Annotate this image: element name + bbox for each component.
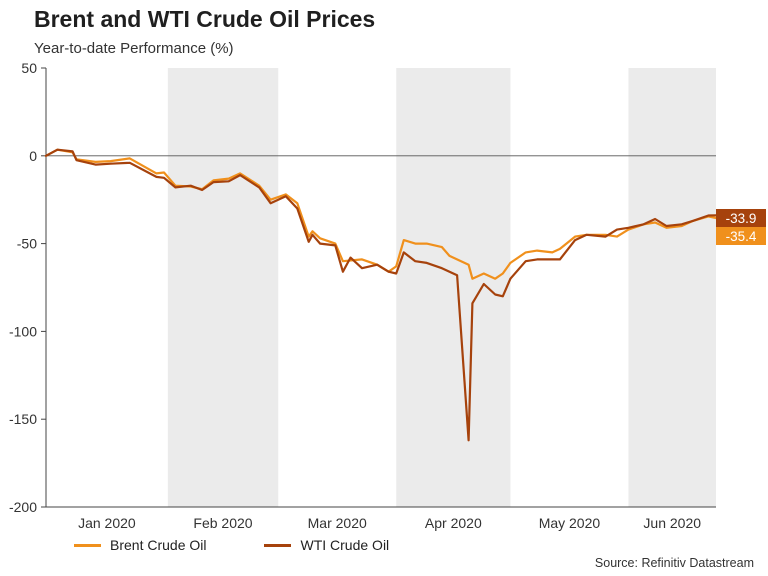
legend-swatch-wti xyxy=(264,543,292,547)
x-tick-label: Apr 2020 xyxy=(425,515,482,531)
legend-item-wti: WTI Crude Oil xyxy=(264,537,389,553)
legend: Brent Crude Oil WTI Crude Oil xyxy=(74,537,389,553)
y-tick-label: 0 xyxy=(29,148,37,164)
end-label-brent: -35.4 xyxy=(726,229,757,244)
series-line-brent xyxy=(44,148,718,280)
end-label-brent-box xyxy=(716,227,766,245)
x-tick-label: Jun 2020 xyxy=(643,515,701,531)
series-line-wti xyxy=(44,148,718,442)
shaded-band-apr-2020 xyxy=(396,68,511,507)
chart-subtitle: Year-to-date Performance (%) xyxy=(34,40,234,57)
legend-label-wti: WTI Crude Oil xyxy=(300,537,390,553)
chart-title: Brent and WTI Crude Oil Prices xyxy=(34,6,376,32)
shaded-band-jun-2020 xyxy=(628,68,716,507)
shaded-band-feb-2020 xyxy=(167,68,279,507)
y-tick-label: 50 xyxy=(21,60,37,76)
x-tick-label: Jan 2020 xyxy=(78,515,136,531)
end-label-wti: -33.9 xyxy=(726,211,757,226)
y-tick-label: -100 xyxy=(9,323,37,339)
x-tick-label: Feb 2020 xyxy=(193,515,252,531)
source-note: Source: Refinitiv Datastream xyxy=(594,556,754,570)
y-tick-label: -50 xyxy=(17,236,37,252)
x-tick-label: Mar 2020 xyxy=(308,515,367,531)
end-label-wti-box xyxy=(716,209,766,227)
legend-item-brent: Brent Crude Oil xyxy=(74,537,206,553)
legend-label-brent: Brent Crude Oil xyxy=(110,537,207,553)
y-tick-label: -200 xyxy=(9,499,37,515)
y-tick-label: -150 xyxy=(9,411,37,427)
legend-swatch-brent xyxy=(74,543,101,547)
x-tick-label: May 2020 xyxy=(539,515,601,531)
